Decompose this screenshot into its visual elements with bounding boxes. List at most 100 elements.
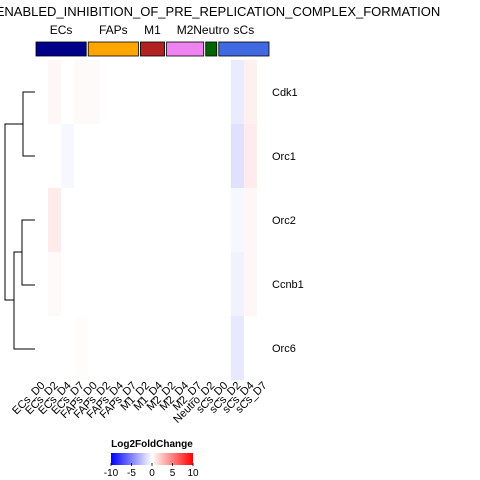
- cell-orc2-m2-d4: [178, 188, 192, 253]
- dendro-branch-orc2ccnb1-orc6: [13, 251, 35, 350]
- cell-ccnb1-faps-d0: [87, 252, 101, 317]
- cell-ccnb1-scs-d0: [217, 252, 232, 317]
- cell-orc6-m2-d2: [165, 316, 179, 381]
- legend-gradient-bar: [111, 453, 193, 465]
- row-dendrogram: [4, 91, 35, 350]
- heatmap-cells: [35, 60, 271, 381]
- cell-orc1-scs-d4: [243, 124, 258, 189]
- cell-orc6-faps-d2: [100, 316, 114, 381]
- cell-orc2-scs-d2: [230, 188, 245, 253]
- cell-orc1-neutro-d2: [204, 124, 219, 189]
- cell-orc1-ecs-d7: [74, 124, 88, 189]
- row-label-orc1: Orc1: [272, 151, 296, 163]
- cell-ccnb1-faps-d2: [100, 252, 114, 317]
- color-legend: Log2FoldChange -10 -5 0 5 10: [104, 439, 199, 479]
- column-labels: ECs_D0ECs_D2ECs_D4ECs_D7FAPs_D0FAPs_D2FA…: [10, 380, 269, 426]
- row-label-cdk1: Cdk1: [272, 87, 298, 99]
- cell-orc2-ecs-d0: [35, 188, 49, 253]
- cell-ccnb1-faps-d4: [113, 252, 127, 317]
- cell-ccnb1-scs-d7: [256, 252, 271, 317]
- cell-orc2-faps-d4: [113, 188, 127, 253]
- cell-cdk1-scs-d0: [217, 60, 232, 125]
- cell-orc6-m1-d2: [139, 316, 153, 381]
- cell-orc1-m2-d2: [165, 124, 179, 189]
- cell-orc6-scs-d0: [217, 316, 232, 381]
- cell-ccnb1-m1-d4: [152, 252, 166, 317]
- cell-orc2-faps-d0: [87, 188, 101, 253]
- cell-orc1-scs-d7: [256, 124, 271, 189]
- group-bar-m2: [166, 41, 205, 57]
- dendro-branch-cdk1-orc1: [22, 91, 35, 157]
- cell-orc2-faps-d2: [100, 188, 114, 253]
- cell-ccnb1-m2-d2: [165, 252, 179, 317]
- cell-orc1-ecs-d0: [35, 124, 49, 189]
- cell-cdk1-faps-d2: [100, 60, 114, 125]
- cell-orc1-scs-d2: [230, 124, 245, 189]
- cell-cdk1-faps-d7: [126, 60, 140, 125]
- group-labels: ECs FAPs M1 M2 Neutro sCs: [50, 23, 254, 37]
- dendro-branch-root: [4, 123, 23, 301]
- legend-tick-label: -5: [127, 468, 136, 479]
- cell-orc6-faps-d7: [126, 316, 140, 381]
- cell-orc2-scs-d7: [256, 188, 271, 253]
- cell-cdk1-ecs-d4: [61, 60, 75, 125]
- cell-cdk1-m1-d2: [139, 60, 153, 125]
- cell-orc6-scs-d7: [256, 316, 271, 381]
- cell-ccnb1-m1-d2: [139, 252, 153, 317]
- cell-ccnb1-m2-d7: [191, 252, 206, 317]
- group-label-m1: M1: [144, 23, 161, 37]
- group-bar-neutro: [205, 41, 218, 57]
- cell-orc1-faps-d7: [126, 124, 140, 189]
- cell-orc6-ecs-d0: [35, 316, 49, 381]
- legend-tick-label: -10: [104, 468, 119, 479]
- group-bar-ecs: [35, 41, 87, 57]
- group-label-faps: FAPs: [99, 23, 128, 37]
- cell-orc2-m1-d4: [152, 188, 166, 253]
- row-labels: Cdk1 Orc1 Orc2 Ccnb1 Orc6: [272, 87, 304, 355]
- cell-cdk1-scs-d7: [256, 60, 271, 125]
- cell-orc6-ecs-d4: [61, 316, 75, 381]
- cell-orc2-m2-d7: [191, 188, 206, 253]
- cell-orc2-scs-d4: [243, 188, 258, 253]
- legend-tick-label: 5: [170, 468, 176, 479]
- cell-cdk1-scs-d4: [243, 60, 258, 125]
- cell-ccnb1-faps-d7: [126, 252, 140, 317]
- cell-cdk1-m2-d7: [191, 60, 206, 125]
- cell-orc1-ecs-d2: [48, 124, 62, 189]
- cell-orc6-ecs-d2: [48, 316, 62, 381]
- group-label-m2: M2: [177, 23, 194, 37]
- group-bar-scs: [218, 41, 270, 57]
- cell-orc6-neutro-d2: [204, 316, 219, 381]
- cell-orc2-scs-d0: [217, 188, 232, 253]
- group-label-ecs: ECs: [50, 23, 73, 37]
- cell-cdk1-m1-d4: [152, 60, 166, 125]
- group-bar-m1: [140, 41, 165, 57]
- cell-orc2-m1-d2: [139, 188, 153, 253]
- legend-title: Log2FoldChange: [111, 439, 193, 450]
- cell-cdk1-neutro-d2: [204, 60, 219, 125]
- cell-cdk1-faps-d0: [87, 60, 101, 125]
- cell-orc2-ecs-d2: [48, 188, 62, 253]
- cell-orc6-m2-d4: [178, 316, 192, 381]
- cell-ccnb1-ecs-d2: [48, 252, 62, 317]
- group-label-scs: sCs: [234, 23, 255, 37]
- dendro-branch-orc2-ccnb1: [21, 219, 35, 286]
- cell-ccnb1-scs-d4: [243, 252, 258, 317]
- cell-orc2-ecs-d7: [74, 188, 88, 253]
- cell-orc6-ecs-d7: [74, 316, 88, 381]
- cell-orc1-scs-d0: [217, 124, 232, 189]
- cell-orc2-ecs-d4: [61, 188, 75, 253]
- cell-cdk1-ecs-d7: [74, 60, 88, 125]
- cell-cdk1-ecs-d0: [35, 60, 49, 125]
- cell-orc6-scs-d2: [230, 316, 245, 381]
- group-bar-faps: [87, 41, 139, 57]
- row-label-orc6: Orc6: [272, 343, 296, 355]
- legend-tick-label: 0: [149, 468, 155, 479]
- row-label-orc2: Orc2: [272, 215, 296, 227]
- cell-ccnb1-scs-d2: [230, 252, 245, 317]
- cell-orc6-m2-d7: [191, 316, 206, 381]
- cell-orc1-m1-d2: [139, 124, 153, 189]
- cell-ccnb1-m2-d4: [178, 252, 192, 317]
- legend-tick-label: 10: [187, 468, 199, 479]
